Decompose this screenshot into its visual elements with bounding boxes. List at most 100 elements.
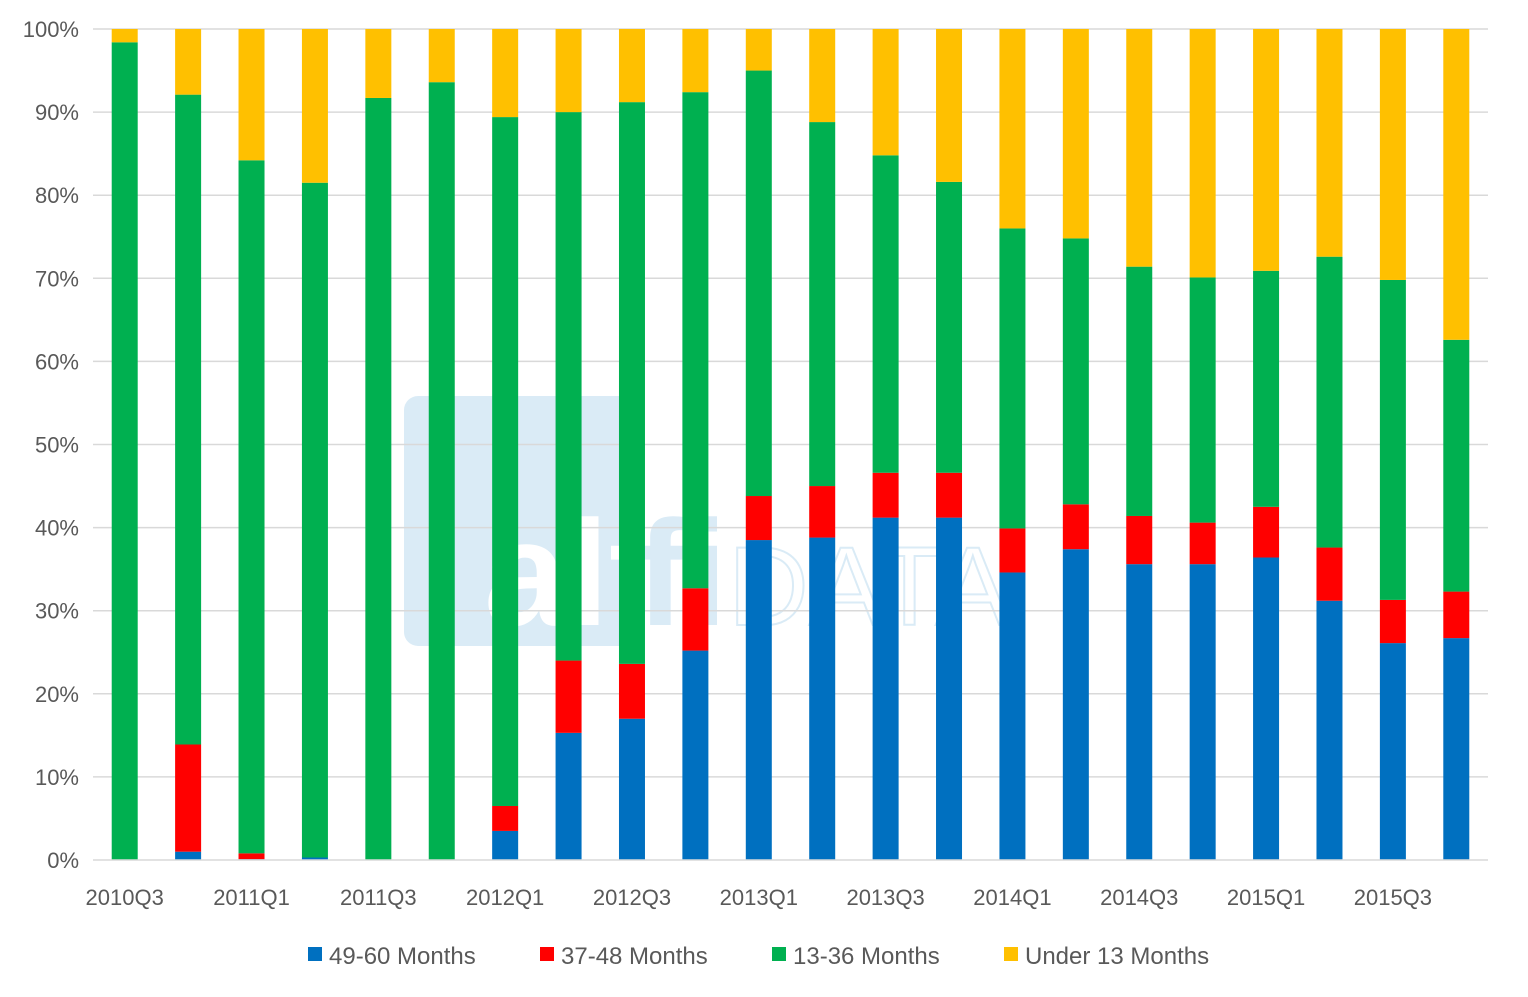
y-tick-label: 80%	[35, 183, 79, 208]
bar-segment	[175, 851, 202, 860]
bar-segment	[1253, 270, 1280, 507]
x-tick-label: 2014Q1	[973, 885, 1051, 910]
bar-segment	[1189, 564, 1216, 860]
legend-swatch	[540, 947, 554, 961]
bar-stack	[365, 29, 392, 860]
bar-stack	[872, 29, 899, 860]
bar-segment	[1443, 638, 1470, 860]
y-tick-label: 100%	[23, 17, 79, 42]
bar-segment	[1443, 591, 1470, 639]
y-tick-label: 0%	[47, 848, 79, 873]
bar-stack	[745, 29, 772, 860]
bar-stack	[428, 29, 455, 860]
bar-segment	[301, 857, 328, 860]
bar-segment	[1126, 564, 1153, 860]
bar-segment	[1316, 547, 1343, 601]
x-tick-label: 2015Q3	[1354, 885, 1432, 910]
bar-segment	[1316, 600, 1343, 860]
bar-segment	[1379, 599, 1406, 644]
bar-segment	[492, 29, 519, 118]
legend-swatch	[772, 947, 786, 961]
bar-segment	[365, 97, 392, 860]
bar-segment	[365, 29, 392, 98]
bar-stack	[1062, 29, 1089, 860]
bar-segment	[175, 744, 202, 852]
legend-item: 13-36 Months	[772, 943, 940, 970]
bar-segment	[618, 29, 645, 103]
bar-stack	[1126, 29, 1153, 860]
bar-segment	[492, 805, 519, 831]
y-tick-label: 70%	[35, 266, 79, 291]
y-tick-label: 50%	[35, 433, 79, 458]
bar-segment	[999, 29, 1026, 229]
bar-segment	[238, 29, 265, 161]
legend-label: 49-60 Months	[329, 943, 476, 970]
bar-segment	[555, 112, 582, 661]
bar-segment	[238, 853, 265, 860]
bar-segment	[872, 155, 899, 473]
bar-stack	[1189, 29, 1216, 860]
bar-segment	[809, 537, 836, 860]
bar-segment	[809, 29, 836, 123]
x-tick-label: 2014Q3	[1100, 885, 1178, 910]
bar-segment	[301, 182, 328, 858]
legend-item: 49-60 Months	[308, 943, 476, 970]
bar-segment	[1062, 29, 1089, 239]
bar-stack	[175, 29, 202, 860]
bar-segment	[1253, 506, 1280, 558]
legend-item: Under 13 Months	[1004, 943, 1209, 970]
bar-segment	[999, 228, 1026, 529]
bar-segment	[111, 29, 138, 43]
legend-label: 37-48 Months	[561, 943, 708, 970]
bar-segment	[175, 94, 202, 745]
bar-segment	[682, 29, 709, 93]
bar-segment	[555, 29, 582, 113]
bar-segment	[492, 830, 519, 860]
x-tick-label: 2011Q3	[340, 885, 417, 910]
bar-segment	[936, 181, 963, 473]
bar-segment	[872, 517, 899, 860]
bar-stack	[1316, 29, 1343, 860]
bar-stack	[492, 29, 519, 860]
bar-segment	[1443, 339, 1470, 592]
bar-segment	[1253, 29, 1280, 271]
bar-segment	[428, 82, 455, 860]
y-tick-label: 40%	[35, 516, 79, 541]
legend-label: 13-36 Months	[793, 943, 940, 970]
bar-segment	[999, 528, 1026, 573]
bar-stack	[1379, 29, 1406, 860]
bar-segment	[555, 660, 582, 733]
bar-segment	[1253, 557, 1280, 860]
y-tick-label: 20%	[35, 682, 79, 707]
bar-segment	[1189, 522, 1216, 565]
bar-stack	[809, 29, 836, 860]
bar-segment	[111, 42, 138, 860]
legend-swatch	[308, 947, 322, 961]
bar-segment	[809, 486, 836, 538]
bar-segment	[1189, 29, 1216, 278]
legend-swatch	[1004, 947, 1018, 961]
bar-segment	[238, 160, 265, 854]
bar-segment	[301, 29, 328, 183]
bar-segment	[682, 92, 709, 589]
x-tick-label: 2013Q3	[846, 885, 924, 910]
x-tick-label: 2011Q1	[213, 885, 290, 910]
bar-segment	[1189, 277, 1216, 523]
bar-segment	[618, 718, 645, 860]
bar-segment	[936, 472, 963, 518]
bar-segment	[682, 650, 709, 860]
bar-segment	[1443, 29, 1470, 340]
bar-stack	[682, 29, 709, 860]
y-tick-label: 30%	[35, 599, 79, 624]
legend-label: Under 13 Months	[1025, 943, 1209, 970]
bar-segment	[618, 663, 645, 719]
bar-segment	[999, 572, 1026, 860]
bar-stack	[301, 29, 328, 860]
bar-stack	[1443, 29, 1470, 860]
bar-stack	[1253, 29, 1280, 860]
bar-segment	[428, 29, 455, 83]
bar-segment	[872, 29, 899, 156]
bar-stack	[618, 29, 645, 860]
bars-layer	[111, 29, 1470, 860]
